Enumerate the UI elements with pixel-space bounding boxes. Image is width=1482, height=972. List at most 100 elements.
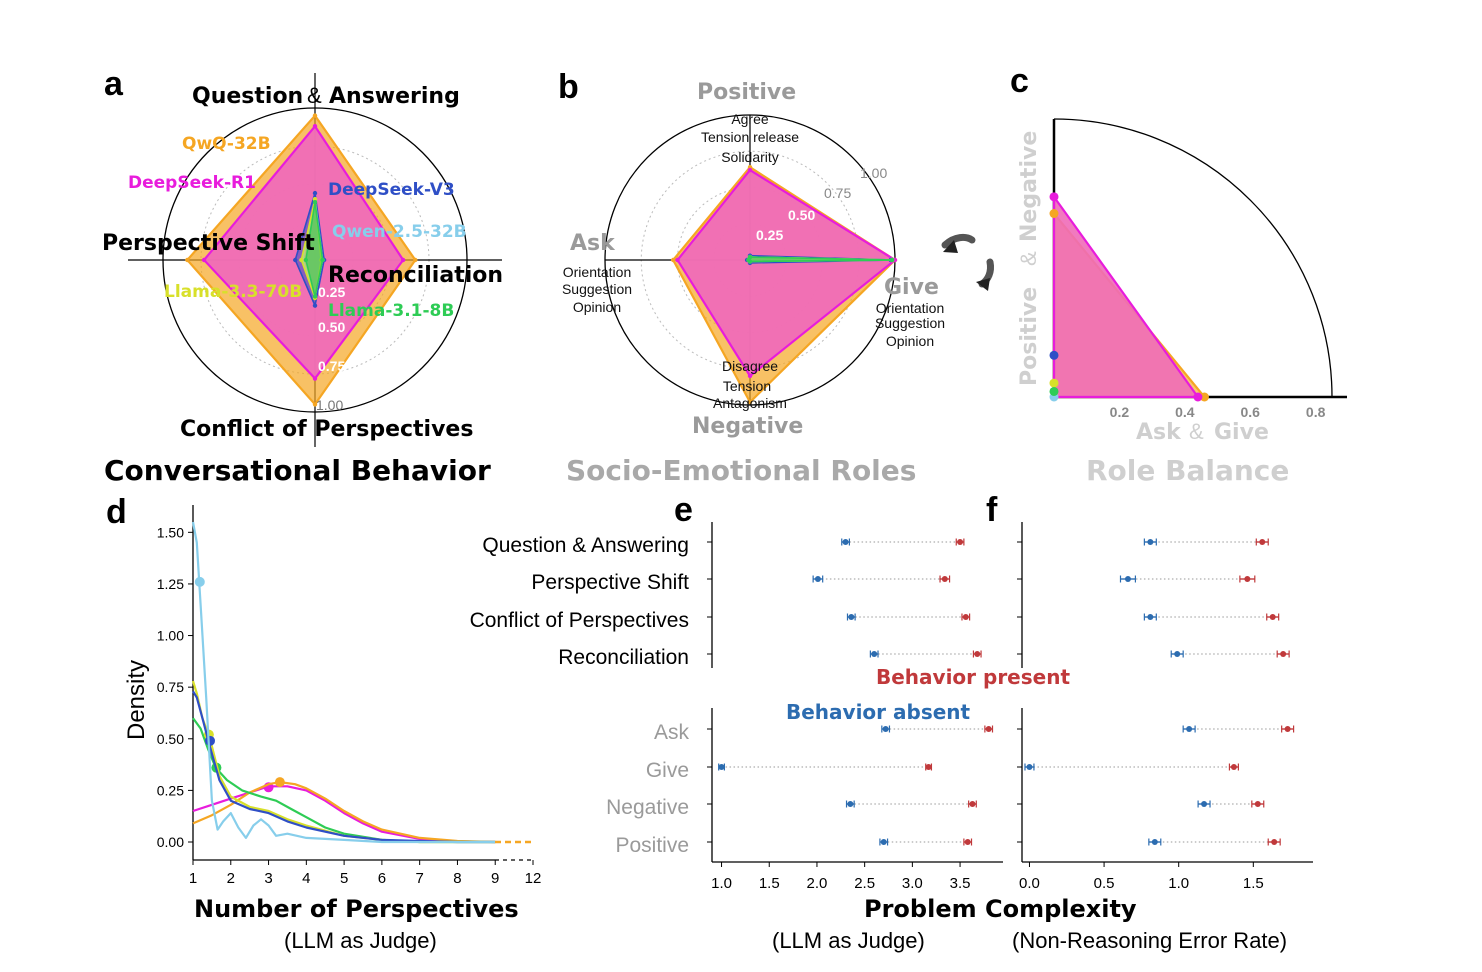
d-ytick-0.25: 0.25 [157,782,184,798]
radar-vertex-deepseek_r1-1 [400,257,406,263]
d-xtick-4: 4 [302,870,310,887]
dot-present-4-5 [925,764,932,770]
radar-vertex-deepseek_r1-2 [312,376,318,381]
dot-absent-5-3 [1174,651,1181,657]
dot-present-5-4 [1284,726,1291,732]
dot-absent-4-5 [718,764,725,770]
d-xtick-7: 7 [415,870,423,887]
dot-present-5-2 [1269,614,1276,620]
radar-vertex-llama8-3 [746,257,751,263]
row-label-2: Conflict of Perspectives [470,609,689,632]
dot-absent-4-2 [848,614,855,620]
dot-absent-4-3 [871,651,878,657]
dot-absent-4-1 [814,576,821,582]
panel-f-subtitle: (Non-Reasoning Error Rate) [1012,928,1287,953]
dot-present-5-0 [1259,539,1266,545]
dot-present-4-3 [974,651,981,657]
radar-vertex-deepseek_v3-2 [312,303,318,308]
dot-absent-5-1 [1124,576,1131,582]
dot-present-4-1 [941,576,948,582]
panel-a-title: Conversational Behavior [104,454,491,487]
panel-a-axis-right: Reconciliation [328,263,503,288]
panel-b-series [670,165,898,405]
row-label-5: Give [646,759,689,782]
xtick-4-2.5: 2.5 [854,875,875,892]
legend-behavior-present: Behavior present [876,665,1070,689]
panel-c-xlabel-amp: & [1189,419,1204,444]
dot-present-5-5 [1230,764,1237,770]
dot-absent-5-2 [1147,614,1154,620]
legend-llama-70b: Llama-3.3-70B [164,282,302,302]
d-xtick-8: 8 [453,870,461,887]
ring-label-0.75: 0.75 [318,358,345,374]
d-marker-qwen [194,576,205,587]
radar-vertex-qwq-3 [670,257,676,263]
c-dot-y-deepseek_r1 [1049,192,1059,202]
row-label-0: Question & Answering [482,534,689,557]
panel-letter-e: e [674,491,693,529]
ring-label-0.25: 0.25 [756,227,783,243]
xtick-4-1.5: 1.5 [759,875,780,892]
panel-b-bottom-sub-1: Disagree [722,358,778,374]
radar-vertex-qwq-0 [312,113,318,118]
radar-vertex-llama70-3 [299,257,304,263]
radar-vertex-deepseek_v3-3 [293,257,298,263]
dot-absent-4-4 [882,726,889,732]
ring-label-0.25: 0.25 [318,284,345,300]
dot-absent-5-0 [1147,539,1154,545]
panel-b-left-sub-2: Suggestion [562,281,632,297]
panel-a-axis-top-b: Answering [329,84,460,109]
radar-vertex-llama8-2 [312,294,318,299]
panel-e-row-labels: Question & Answering Perspective Shift Con… [470,534,690,857]
d-ytick-1.50: 1.50 [157,524,184,540]
c-xtick-0.8: 0.8 [1306,404,1326,420]
radar-vertex-qwq-2 [747,399,753,405]
panel-b-right-sub-1: Orientation [876,300,944,316]
panel-b-radar: 0.25 0.50 0.75 1.00 Positive Agree Tension … [562,80,994,487]
radar-vertex-llama70-0 [312,197,318,202]
panel-c-ylabel: Positive & Negative [1016,131,1042,386]
dot-present-4-6 [969,801,976,807]
panel-b-axis-right: Give [884,275,939,300]
rotate-arrow-head-2 [976,278,990,291]
panel-letter-f: f [986,491,998,529]
panel-letter-d: d [106,493,127,531]
xtick-4-3.5: 3.5 [950,875,971,892]
radar-vertex-deepseek_r1-3 [201,257,207,263]
panel-b-axis-bottom: Negative [692,414,803,439]
panel-b-top-sub-3: Solidarity [721,149,779,165]
radar-vertex-qwq-3 [185,257,190,263]
panel-b-top-sub-2: Tension release [701,129,799,145]
d-ytick-0.00: 0.00 [157,834,184,850]
radar-vertex-llama8-1 [889,257,895,263]
dot-absent-5-6 [1201,801,1208,807]
radar-vertex-deepseek_r1-0 [747,167,753,173]
panel-d-ylabel: Density [123,660,150,740]
radar-vertex-deepseek_r1-3 [675,257,680,263]
legend-qwq: QwQ-32B [182,134,271,154]
panel-letter-c: c [1010,62,1029,100]
radar-vertex-deepseek_r1-2 [747,373,753,379]
legend-qwen: Qwen-2.5-32B [332,222,467,242]
panel-c-ylabel-amp: & [1016,251,1041,266]
row-label-6: Negative [606,796,689,819]
panel-b-axis-top: Positive [697,80,796,105]
d-line-llama70 [191,680,496,844]
panel-b-top-sub-1: Agree [731,111,769,127]
d-marker-qwq [274,777,285,788]
quarter-arc [1053,118,1333,398]
c-dot-x-deepseek_r1 [1193,392,1203,402]
dot-absent-5-4 [1186,726,1193,732]
panel-c-xlabel-a: Ask [1136,420,1182,445]
panel-b-right-sub-2: Suggestion [875,315,945,331]
c-dot-y-qwq [1049,209,1059,219]
dot-present-4-4 [985,726,992,732]
radar-vertex-llama8-0 [312,200,318,205]
panel-b-ring-labels: 0.25 0.50 0.75 1.00 [756,165,887,243]
radar-vertex-llama8-1 [320,257,325,263]
d-xtick-12: 12 [525,870,542,887]
ring-label-1.00: 1.00 [316,397,343,413]
d-xtick-3: 3 [264,870,272,887]
radar-vertex-deepseek_r1-0 [312,124,318,129]
d-marker-deepseek_v3 [205,735,215,746]
